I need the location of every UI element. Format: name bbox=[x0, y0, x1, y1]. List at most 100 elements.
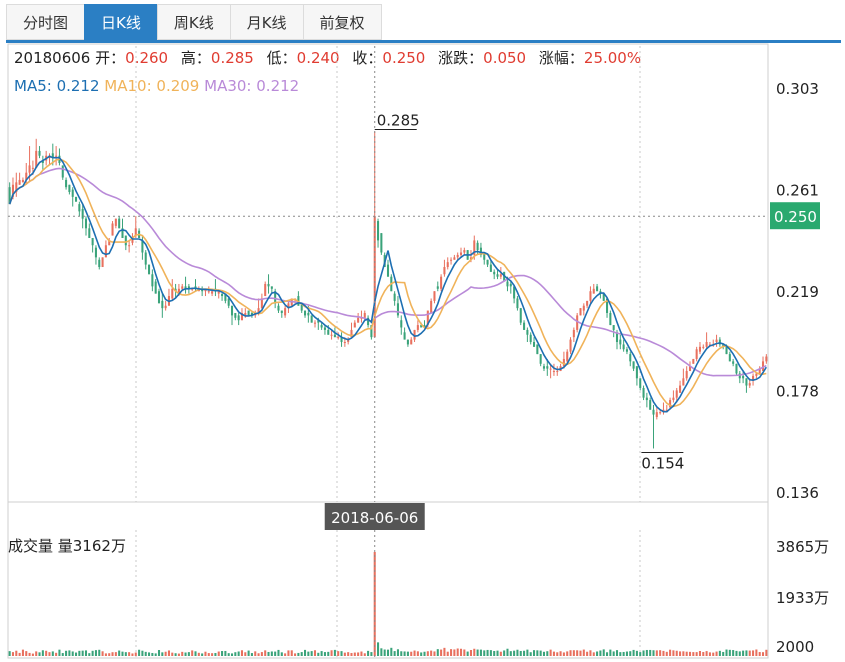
volume-bar bbox=[151, 652, 154, 656]
candle-body bbox=[679, 385, 682, 393]
volume-bar bbox=[94, 650, 97, 656]
ma5-line bbox=[8, 155, 767, 413]
candle-body bbox=[287, 303, 290, 309]
candle-body bbox=[400, 320, 403, 328]
volume-bar bbox=[367, 650, 370, 656]
volume-bar bbox=[380, 648, 383, 656]
volume-bar bbox=[65, 650, 68, 656]
volume-bar bbox=[612, 651, 615, 656]
volume-bar bbox=[463, 649, 466, 656]
candle-body bbox=[237, 315, 240, 321]
volume-bar bbox=[297, 652, 300, 656]
candle-body bbox=[191, 288, 194, 290]
candle-body bbox=[71, 189, 74, 197]
candle-body bbox=[65, 179, 68, 188]
candle-body bbox=[224, 293, 227, 301]
volume-bar bbox=[519, 650, 522, 656]
candle-body bbox=[247, 310, 250, 316]
volume-bar bbox=[679, 651, 682, 656]
volume-bar bbox=[606, 652, 609, 656]
volume-bar bbox=[28, 652, 31, 656]
volume-bar bbox=[290, 650, 293, 656]
candle-body bbox=[443, 267, 446, 275]
candle-body bbox=[732, 361, 735, 364]
volume-bar bbox=[383, 649, 386, 656]
volume-bar bbox=[18, 652, 21, 656]
candle-body bbox=[506, 281, 509, 287]
info-change: 0.050 bbox=[483, 49, 527, 67]
volume-bar bbox=[51, 651, 54, 656]
volume-bar bbox=[347, 652, 350, 656]
volume-bar bbox=[61, 653, 64, 656]
volume-bar bbox=[284, 653, 287, 656]
tab-forward-adjusted[interactable]: 前复权 bbox=[302, 4, 382, 40]
info-high: 0.285 bbox=[210, 49, 254, 67]
volume-bar bbox=[340, 651, 343, 656]
volume-bar bbox=[360, 651, 363, 656]
volume-bar bbox=[459, 648, 463, 656]
info-close: 0.250 bbox=[382, 49, 426, 67]
candle-body bbox=[124, 235, 127, 246]
candle-body bbox=[164, 305, 167, 309]
candle-body bbox=[486, 259, 489, 265]
candle-body bbox=[765, 356, 768, 362]
candle-body bbox=[718, 339, 721, 345]
volume-bar bbox=[665, 651, 668, 656]
candle-body bbox=[108, 240, 111, 246]
candle-body bbox=[702, 346, 705, 348]
price-badge: 0.250 bbox=[774, 208, 817, 226]
candle-body bbox=[582, 305, 585, 311]
volume-bar bbox=[184, 652, 187, 656]
volume-bar bbox=[579, 650, 582, 656]
volume-bar bbox=[171, 652, 174, 656]
candle-body bbox=[337, 337, 340, 339]
volume-bar bbox=[31, 653, 34, 656]
volume-bar bbox=[761, 652, 765, 656]
candle-body bbox=[761, 361, 765, 372]
volume-bar bbox=[320, 651, 323, 656]
candle-body bbox=[310, 315, 313, 323]
volume-bar bbox=[516, 649, 519, 656]
tab-monthly-k[interactable]: 月K线 bbox=[229, 4, 303, 40]
candle-body bbox=[542, 366, 546, 369]
candle-body bbox=[682, 378, 685, 386]
candle-body bbox=[758, 368, 761, 374]
volume-bar bbox=[645, 649, 648, 656]
volume-bar bbox=[695, 652, 698, 656]
tab-daily-k[interactable]: 日K线 bbox=[84, 4, 157, 40]
volume-bar bbox=[708, 652, 711, 656]
volume-bar bbox=[88, 653, 91, 656]
tab-weekly-k[interactable]: 周K线 bbox=[156, 4, 230, 40]
volume-bar bbox=[396, 649, 399, 656]
volume-bar bbox=[224, 650, 227, 656]
volume-bar bbox=[323, 652, 326, 656]
volume-bar bbox=[420, 652, 423, 656]
candle-body bbox=[539, 354, 542, 364]
volume-bar bbox=[715, 651, 718, 656]
candle-body bbox=[493, 271, 496, 275]
info-low: 0.240 bbox=[296, 49, 340, 67]
candle-body bbox=[277, 305, 280, 311]
volume-bar bbox=[191, 650, 194, 656]
tab-intraday[interactable]: 分时图 bbox=[6, 4, 85, 40]
volume-bar bbox=[357, 652, 360, 656]
info-pct: 25.00% bbox=[583, 49, 642, 67]
volume-bar bbox=[718, 650, 721, 656]
candle-body bbox=[8, 187, 11, 205]
volume-bar bbox=[682, 651, 685, 656]
volume-bar bbox=[234, 652, 237, 656]
candle-body bbox=[327, 329, 330, 335]
price-badge-box bbox=[770, 202, 820, 230]
candle-body bbox=[589, 291, 592, 301]
volume-bar bbox=[21, 649, 24, 656]
candle-body bbox=[629, 354, 632, 362]
candle-body bbox=[440, 276, 443, 289]
volume-bar bbox=[489, 650, 492, 656]
candle-body bbox=[300, 303, 303, 311]
candle-body bbox=[552, 371, 555, 373]
volume-bar bbox=[722, 651, 725, 656]
candle-body bbox=[519, 308, 522, 323]
candle-body bbox=[609, 312, 612, 326]
volume-bar bbox=[11, 652, 15, 656]
